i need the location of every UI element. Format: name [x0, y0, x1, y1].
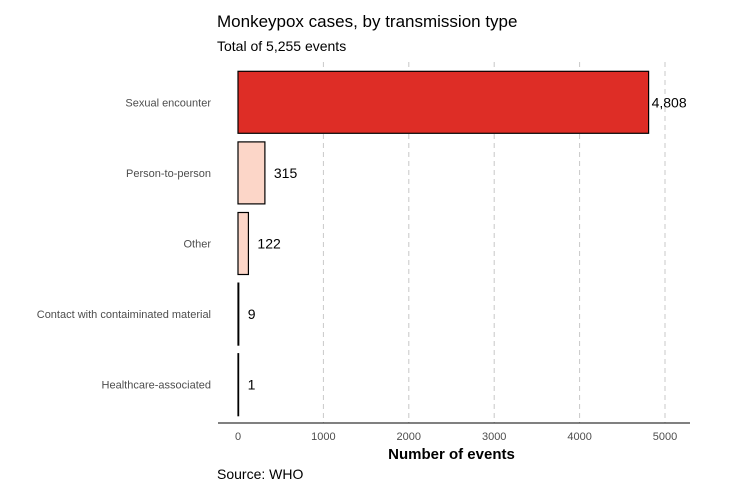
- x-tick-label-0: 0: [235, 431, 241, 443]
- bar-4: [237, 353, 240, 417]
- value-label-3: 9: [248, 306, 256, 322]
- value-label-2: 122: [257, 236, 281, 252]
- bars: [237, 70, 650, 417]
- bar-3: [237, 282, 240, 346]
- value-label-4: 1: [248, 377, 256, 393]
- x-tick-label-4: 4000: [567, 431, 591, 443]
- chart-title: Monkeypox cases, by transmission type: [217, 12, 518, 31]
- x-tick-label-5: 5000: [653, 431, 677, 443]
- category-label-4: Healthcare-associated: [102, 380, 211, 392]
- x-tick-labels: 0 1000 2000 3000 4000 5000: [235, 431, 677, 443]
- category-labels: Sexual encounter Person-to-person Other Con…: [37, 97, 212, 391]
- category-label-3: Contact with contaiminated material: [37, 309, 211, 321]
- bar-0: [237, 70, 650, 134]
- category-label-1: Person-to-person: [126, 168, 211, 180]
- bar-1: [237, 141, 266, 205]
- category-label-2: Other: [183, 239, 211, 251]
- value-label-1: 315: [274, 165, 298, 181]
- x-tick-label-1: 1000: [311, 431, 335, 443]
- x-tick-label-2: 2000: [397, 431, 421, 443]
- x-axis-title: Number of events: [388, 446, 515, 463]
- category-label-0: Sexual encounter: [125, 97, 211, 109]
- value-labels: 4,808 315 122 9 1: [248, 94, 687, 392]
- value-label-0: 4,808: [652, 94, 687, 110]
- x-tick-label-3: 3000: [482, 431, 506, 443]
- grid-lines: [322, 62, 666, 423]
- chart-subtitle: Total of 5,255 events: [217, 38, 347, 54]
- chart-caption: Source: WHO: [217, 466, 304, 482]
- bar-2: [237, 211, 250, 276]
